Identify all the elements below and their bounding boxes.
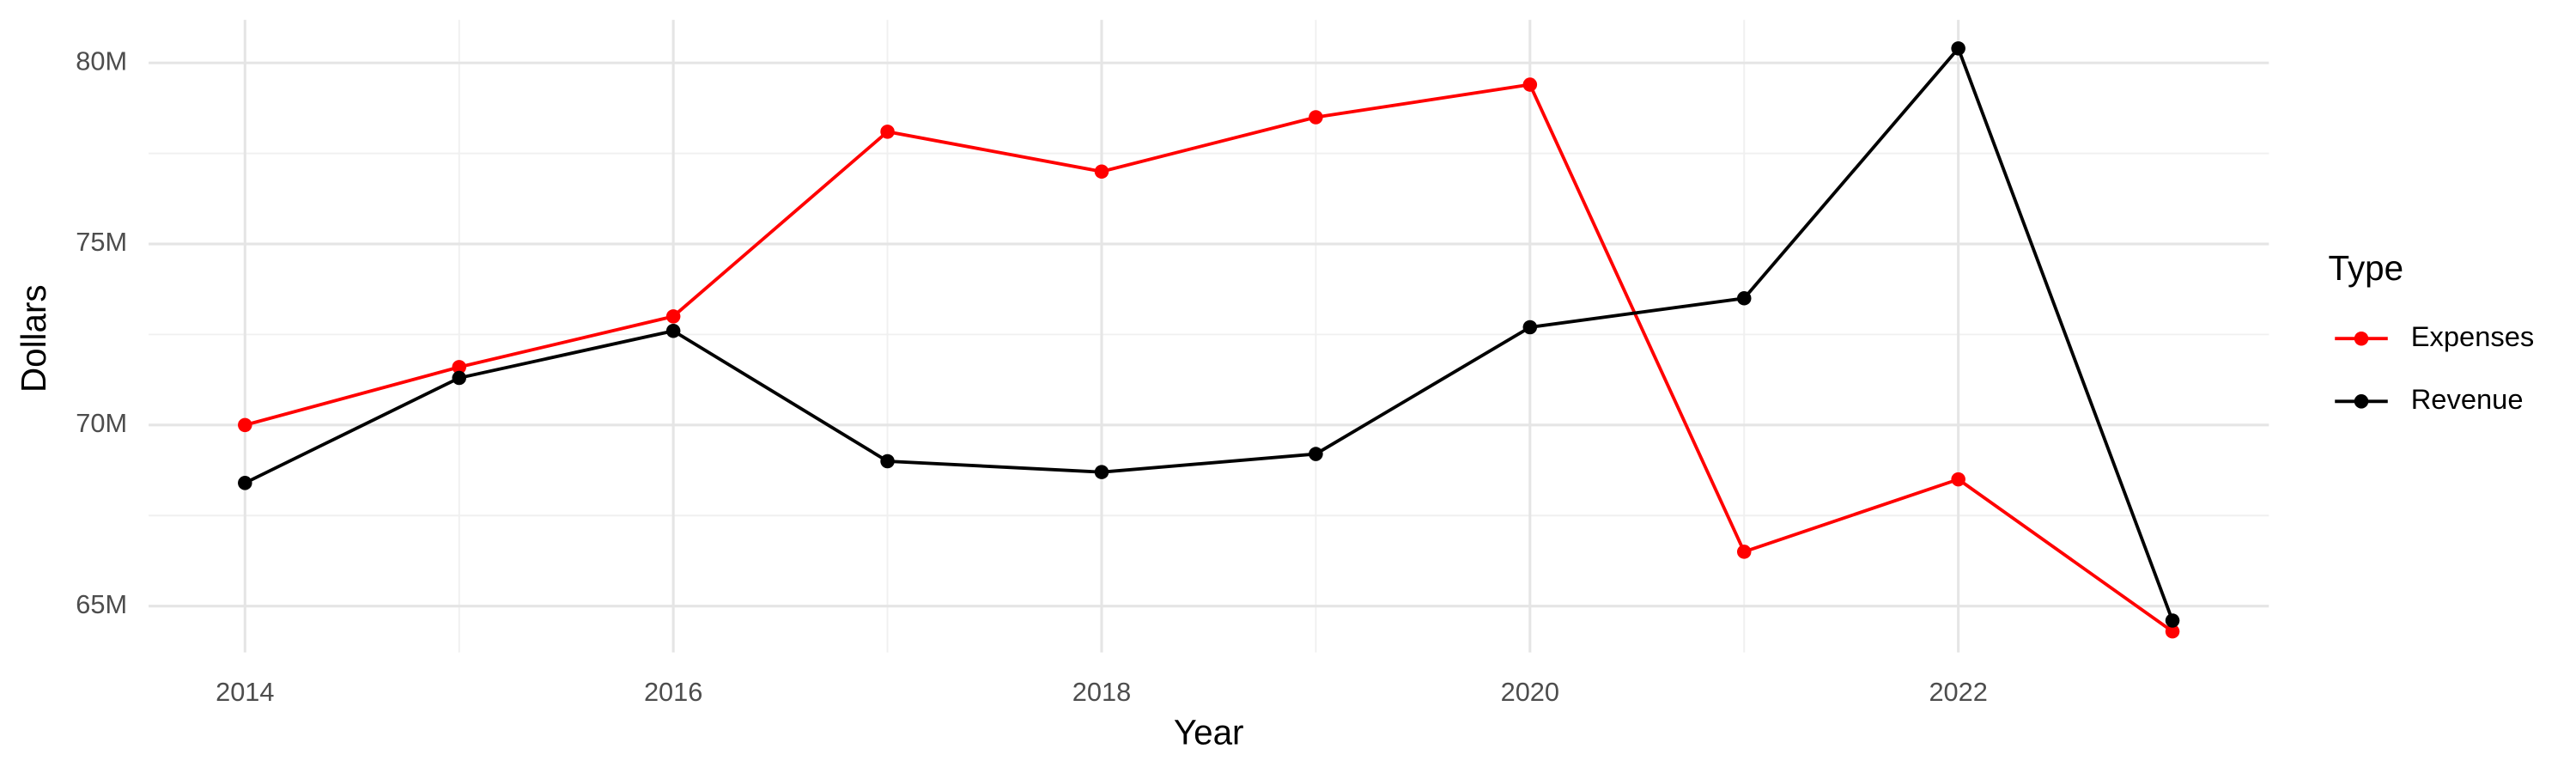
legend-swatch [2354,331,2369,346]
data-point [880,125,895,139]
data-point [1094,164,1109,179]
x-tick-label: 2018 [1072,677,1131,707]
y-tick-label: 65M [76,589,127,619]
data-point [452,370,467,386]
data-point [665,309,681,324]
plot-area [238,41,2180,639]
x-tick-label: 2016 [644,677,702,707]
data-point [1522,77,1538,92]
data-point [1309,447,1323,461]
y-axis-title: Dollars [14,284,53,393]
x-tick-label: 2022 [1929,677,1987,707]
y-tick-label: 70M [76,408,127,438]
x-axis-title: Year [1174,712,1244,752]
data-point [238,476,252,490]
series-line [244,82,2174,633]
y-tick-label: 75M [76,227,127,257]
data-point [2165,624,2180,639]
legend-label: Revenue [2411,383,2524,415]
legend-title: Type [2329,248,2404,288]
legend-swatch [2354,394,2369,409]
x-tick-label: 2020 [1501,677,1559,707]
data-point [1094,465,1109,479]
data-point [1951,472,1965,487]
legend-label: Expenses [2411,320,2535,352]
series-line [244,45,2174,622]
x-tick-label: 2014 [216,677,274,707]
data-point [1736,545,1752,559]
data-point [1522,320,1538,335]
data-point [1309,110,1323,125]
data-point [2165,613,2180,628]
data-point [880,453,895,469]
data-point [1736,291,1752,306]
grid: 2014 2016 2018 2020 2022 65M 70M 75M 80M [76,20,2269,707]
data-point [1951,41,1965,56]
data-point [238,417,252,433]
data-point [452,360,467,374]
data-point [665,323,681,338]
y-tick-label: 80M [76,46,127,76]
